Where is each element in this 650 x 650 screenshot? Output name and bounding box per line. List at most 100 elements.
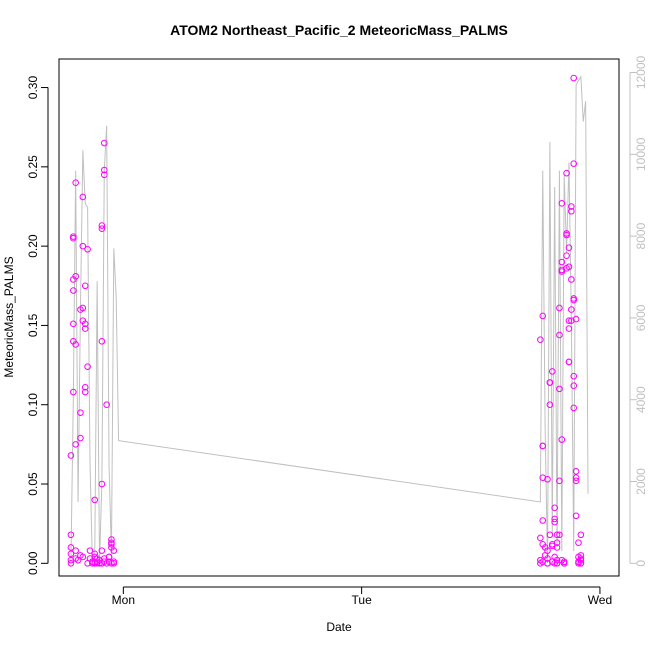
data-point [568, 207, 575, 215]
data-point [558, 268, 566, 275]
axes-layer: 0.00 0.05 0.10 0.15 0.20 0.25 0.30 0 2000 4000 600… [26, 55, 648, 607]
data-point [551, 504, 558, 512]
data-point [72, 441, 79, 448]
data-point [553, 539, 561, 547]
data-point [77, 434, 84, 442]
data-point [70, 233, 77, 240]
y2-tick-label: 6000 [634, 304, 648, 331]
data-point [558, 258, 566, 266]
data-point [565, 244, 573, 252]
data-point [577, 552, 585, 559]
data-point [100, 171, 108, 179]
data-point [560, 560, 568, 567]
y2-tick-label: 0 [634, 560, 648, 567]
data-point [572, 468, 580, 475]
data-point [67, 544, 75, 551]
data-point [553, 531, 561, 539]
chart-title: ATOM2 Northeast_Pacific_2 MeteoricMass_P… [170, 22, 508, 38]
series-line [70, 74, 589, 564]
plot-layer [67, 74, 589, 567]
data-point [67, 531, 75, 539]
data-point [108, 536, 115, 543]
data-point [539, 312, 547, 320]
data-point [577, 555, 585, 562]
data-point [67, 452, 75, 459]
data-point [98, 222, 106, 229]
data-point [81, 320, 89, 328]
data-point [110, 547, 118, 554]
data-point [72, 547, 79, 554]
data-point [84, 363, 91, 370]
data-point [572, 474, 580, 481]
data-point [551, 515, 558, 523]
data-point [79, 242, 87, 250]
data-point [72, 179, 79, 186]
data-point [544, 547, 551, 554]
data-point [103, 401, 110, 409]
x-tick-label: Tue [352, 593, 373, 607]
data-point [544, 475, 551, 483]
data-point [577, 531, 585, 539]
data-point [556, 331, 563, 339]
data-point [568, 203, 575, 210]
data-point [100, 139, 108, 147]
data-point [577, 560, 585, 567]
y-tick-label: 0.05 [26, 472, 40, 496]
data-point [100, 166, 108, 174]
data-point [81, 282, 89, 290]
data-point [98, 547, 106, 554]
data-point [98, 480, 106, 488]
data-point [553, 560, 561, 567]
y-tick-label: 0.30 [26, 76, 40, 100]
y-tick-label: 0.15 [26, 313, 40, 337]
data-point [72, 272, 79, 280]
data-point [570, 404, 578, 412]
data-point [565, 317, 573, 324]
data-point [81, 383, 89, 391]
data-point [565, 263, 573, 271]
y2-tick-label: 10000 [634, 137, 648, 171]
data-point [537, 534, 544, 542]
data-point [570, 382, 578, 389]
data-point [551, 518, 558, 526]
data-point [67, 550, 75, 558]
data-point [79, 304, 87, 312]
data-point [72, 341, 79, 348]
data-point [553, 544, 561, 551]
data-point [539, 442, 547, 450]
y2-tick-label: 2000 [634, 468, 648, 495]
data-point [77, 409, 84, 416]
y2-tick-label: 4000 [634, 386, 648, 413]
y-tick-label: 0.25 [26, 155, 40, 179]
x-tick-label: Mon [112, 593, 135, 607]
data-point [67, 560, 75, 567]
data-point [539, 517, 547, 524]
data-point [110, 560, 118, 567]
y-tick-label: 0.20 [26, 234, 40, 258]
data-point [91, 496, 99, 504]
data-point [572, 477, 580, 485]
data-point [537, 336, 544, 344]
data-point [548, 368, 556, 375]
data-point [546, 379, 554, 386]
y-tick-label: 0.10 [26, 393, 40, 417]
data-point [98, 225, 106, 232]
data-point [565, 358, 573, 366]
data-point [572, 315, 580, 323]
data-point [556, 385, 563, 393]
data-point [553, 556, 561, 564]
data-point [81, 325, 89, 332]
data-point [556, 304, 563, 312]
data-point [70, 287, 77, 294]
y2-tick-label: 12000 [634, 55, 648, 89]
x-axis-label: Date [326, 620, 352, 634]
data-point [575, 539, 582, 547]
data-point [70, 388, 77, 396]
data-point [79, 553, 87, 561]
data-point [544, 555, 551, 562]
data-point [105, 553, 113, 561]
y2-tick-label: 8000 [634, 222, 648, 249]
data-point [568, 306, 575, 313]
data-point [556, 477, 563, 485]
